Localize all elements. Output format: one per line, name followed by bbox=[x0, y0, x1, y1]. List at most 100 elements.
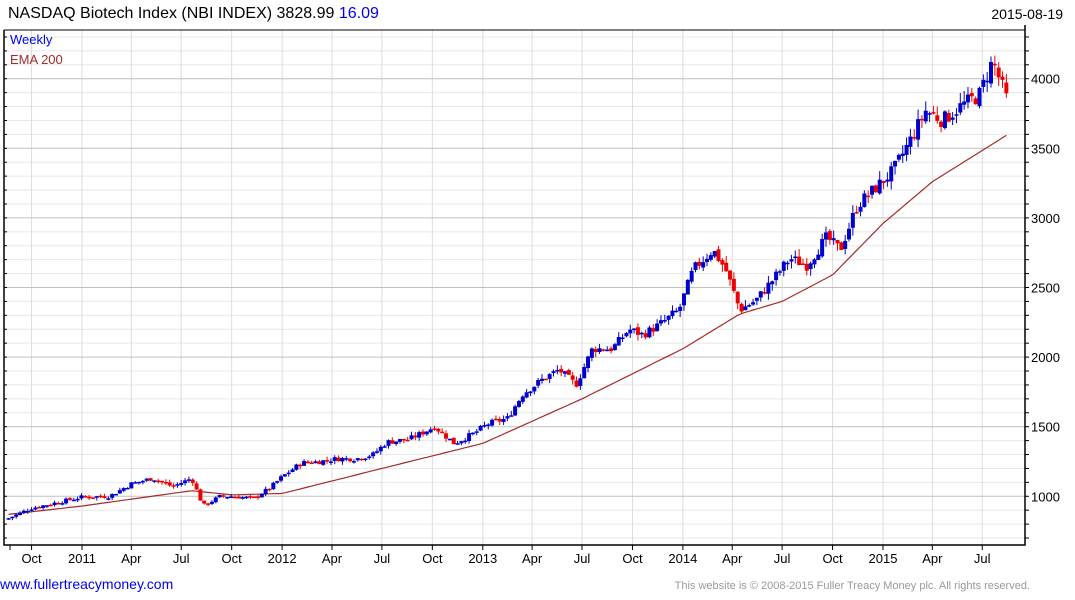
candle-up bbox=[186, 479, 191, 481]
x-tick-label: Oct bbox=[622, 551, 643, 566]
candle-up bbox=[689, 270, 694, 282]
y-tick-label: 3000 bbox=[1031, 211, 1060, 226]
candle-up bbox=[693, 262, 698, 270]
candle-down bbox=[167, 482, 172, 486]
candle-down bbox=[574, 380, 579, 387]
candle-down bbox=[559, 369, 564, 373]
candle-up bbox=[213, 497, 218, 503]
candle-down bbox=[163, 482, 168, 484]
candle-up bbox=[229, 496, 234, 498]
candle-up bbox=[747, 305, 752, 307]
candle-up bbox=[106, 498, 111, 500]
candle-up bbox=[424, 431, 429, 435]
x-tick-label: Jul bbox=[574, 551, 591, 566]
legend-weekly: Weekly bbox=[10, 32, 53, 47]
candle-down bbox=[724, 262, 729, 272]
candle-up bbox=[152, 480, 157, 482]
candle-down bbox=[935, 115, 940, 121]
candle-down bbox=[298, 464, 303, 467]
candle-up bbox=[586, 356, 591, 368]
candle-up bbox=[655, 323, 660, 332]
candle-up bbox=[612, 344, 617, 351]
candle-up bbox=[808, 263, 813, 270]
candle-down bbox=[348, 458, 353, 462]
candle-up bbox=[528, 391, 533, 394]
candle-up bbox=[658, 320, 663, 324]
candle-up bbox=[125, 487, 130, 490]
candle-down bbox=[835, 239, 840, 244]
candle-up bbox=[965, 94, 970, 103]
candle-up bbox=[240, 497, 245, 499]
candle-down bbox=[735, 291, 740, 304]
candle-down bbox=[440, 431, 445, 434]
candle-up bbox=[708, 255, 713, 260]
candle-down bbox=[171, 485, 176, 487]
candle-up bbox=[286, 472, 291, 475]
candle-up bbox=[547, 374, 552, 379]
candle-up bbox=[705, 258, 710, 262]
candle-down bbox=[651, 328, 656, 332]
candle-up bbox=[927, 113, 932, 115]
candle-up bbox=[536, 380, 541, 386]
candle-down bbox=[336, 457, 341, 462]
candle-up bbox=[896, 154, 901, 160]
candle-down bbox=[931, 112, 936, 114]
candle-up bbox=[751, 302, 756, 305]
y-tick-label: 4000 bbox=[1031, 72, 1060, 87]
candle-up bbox=[217, 494, 222, 498]
website-link[interactable]: www.fullertreacymoney.com bbox=[0, 576, 174, 592]
x-tick-label: Oct bbox=[422, 551, 443, 566]
candle-down bbox=[198, 489, 203, 501]
candle-up bbox=[624, 333, 629, 337]
candle-up bbox=[685, 279, 690, 295]
candle-down bbox=[232, 496, 237, 499]
candle-down bbox=[317, 461, 322, 465]
candle-up bbox=[758, 291, 763, 298]
candle-up bbox=[774, 271, 779, 281]
candle-down bbox=[267, 488, 272, 491]
y-tick-label: 2500 bbox=[1031, 281, 1060, 296]
candle-down bbox=[731, 278, 736, 291]
candle-down bbox=[444, 433, 449, 439]
candle-down bbox=[401, 438, 406, 441]
candle-up bbox=[904, 144, 909, 155]
candle-up bbox=[555, 369, 560, 372]
candle-up bbox=[793, 256, 798, 259]
candle-down bbox=[635, 327, 640, 335]
candle-up bbox=[789, 259, 794, 262]
candle-up bbox=[44, 505, 49, 507]
candle-up bbox=[820, 239, 825, 257]
candle-up bbox=[743, 306, 748, 311]
candle-up bbox=[279, 476, 284, 481]
candle-up bbox=[870, 185, 875, 195]
candle-up bbox=[877, 179, 882, 194]
candle-up bbox=[847, 228, 852, 240]
candle-up bbox=[137, 481, 142, 484]
x-tick-label: Jul bbox=[774, 551, 791, 566]
candle-up bbox=[313, 461, 318, 464]
candle-down bbox=[800, 263, 805, 266]
candle-up bbox=[908, 136, 913, 147]
candle-up bbox=[831, 238, 836, 241]
candle-down bbox=[194, 483, 199, 490]
candle-up bbox=[977, 87, 982, 107]
candle-up bbox=[900, 153, 905, 157]
candle-up bbox=[344, 458, 349, 460]
candle-up bbox=[674, 310, 679, 313]
candle-up bbox=[21, 510, 26, 513]
x-tick-label: 2014 bbox=[668, 551, 697, 566]
candle-down bbox=[643, 333, 648, 338]
candle-up bbox=[520, 396, 525, 402]
candle-up bbox=[225, 496, 230, 499]
candle-down bbox=[881, 180, 886, 184]
candle-down bbox=[206, 503, 211, 505]
candle-up bbox=[662, 319, 667, 322]
x-tick-label: Jul bbox=[374, 551, 391, 566]
candle-up bbox=[989, 61, 994, 84]
candle-down bbox=[570, 375, 575, 380]
candle-down bbox=[67, 498, 72, 500]
candle-up bbox=[71, 499, 76, 502]
candle-down bbox=[873, 185, 878, 193]
legend-ema: EMA 200 bbox=[10, 52, 63, 67]
